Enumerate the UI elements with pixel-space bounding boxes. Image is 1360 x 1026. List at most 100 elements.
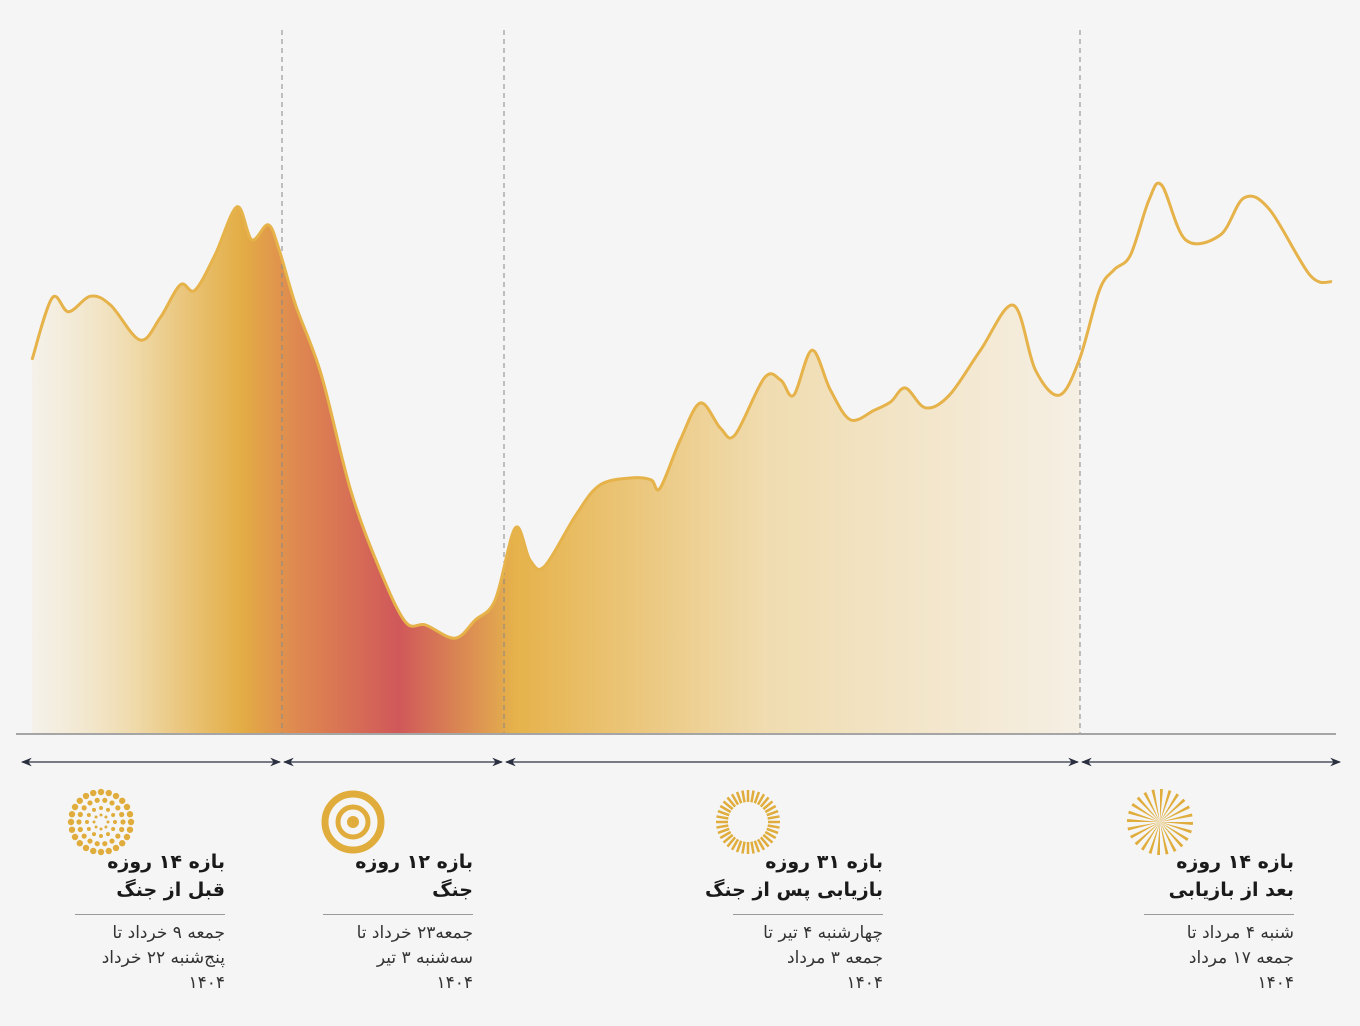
icon-dot xyxy=(119,811,125,818)
period-date: ۱۴۰۴ xyxy=(188,973,225,993)
icon-ray xyxy=(1160,822,1189,842)
line xyxy=(30,181,1333,640)
icon-dot xyxy=(115,805,121,811)
icon-dot xyxy=(71,833,79,841)
icon-ray xyxy=(1151,789,1160,822)
icon-dot xyxy=(99,813,103,817)
icon-ray xyxy=(766,827,779,835)
period-rule xyxy=(323,914,473,915)
icon-dot xyxy=(105,847,112,855)
icon-ray xyxy=(726,796,737,808)
icon-ray xyxy=(719,830,732,840)
icon-dot xyxy=(106,820,110,824)
icon-dot xyxy=(97,848,105,856)
icon-dot xyxy=(126,811,134,818)
icon-dot xyxy=(90,847,97,855)
icons xyxy=(67,788,1193,856)
icon-dot xyxy=(76,797,83,804)
icon-ray xyxy=(722,800,734,811)
period-date: سه‌شنبه ۳ تیر xyxy=(376,948,473,968)
icon-dot xyxy=(68,826,76,833)
icon-ray xyxy=(730,793,740,806)
period-date: شنبه ۴ مرداد تا xyxy=(1186,923,1294,943)
period-title: بازه ۱۴ روزه xyxy=(107,851,225,873)
icon-dot xyxy=(127,818,135,826)
icon-ray xyxy=(1130,822,1160,839)
period-date: جمعه۲۳ خرداد تا xyxy=(356,923,473,943)
icon-ray xyxy=(756,793,766,806)
icon-dot xyxy=(106,832,110,837)
icon-ray xyxy=(1134,822,1160,846)
icon-dot xyxy=(77,811,83,818)
period-date: جمعه ۹ خرداد تا xyxy=(112,923,225,943)
icon-ray xyxy=(762,833,774,844)
icon-ray xyxy=(735,840,743,853)
icon-dot xyxy=(90,789,97,797)
icon-ray xyxy=(717,827,730,835)
icon-dot xyxy=(87,800,93,806)
icon-dot xyxy=(105,789,112,797)
icon-ray xyxy=(1127,819,1160,822)
icon-dot xyxy=(76,819,82,825)
icon-dot xyxy=(86,813,91,817)
icon-dot xyxy=(71,803,79,811)
icon-ring xyxy=(335,804,371,840)
icon-dot xyxy=(76,840,83,847)
icon-dot xyxy=(126,826,134,833)
icon-dot xyxy=(86,827,91,831)
period-rule xyxy=(75,914,225,915)
icon-ray xyxy=(716,815,729,820)
icon-dot xyxy=(115,833,121,839)
icon-ray xyxy=(1128,810,1160,822)
period-label: بازه ۱۴ روزه قبل از جنگ جمعه ۹ خرداد تا پنج… xyxy=(0,848,225,996)
icon-dot xyxy=(112,792,120,800)
icon-dot xyxy=(94,825,98,829)
icon-dot xyxy=(92,832,96,837)
icon-dot xyxy=(102,797,108,803)
icon-dot xyxy=(99,827,103,831)
icon-ray xyxy=(1160,798,1186,822)
period-rule xyxy=(1144,914,1294,915)
icon-ray xyxy=(1160,813,1193,822)
icon-ray xyxy=(1160,822,1184,848)
icon-ray xyxy=(1127,822,1160,831)
icon-dot xyxy=(120,819,126,825)
icon-ray xyxy=(722,833,734,844)
icon-dot xyxy=(92,820,96,824)
icon-ray xyxy=(1160,822,1193,825)
period-date: جمعه ۳ مرداد xyxy=(787,948,883,968)
icon-ray xyxy=(1143,792,1160,822)
period-rule xyxy=(733,914,883,915)
icon-ray xyxy=(1160,793,1180,822)
icon-dot xyxy=(123,833,131,841)
icon-ray xyxy=(716,824,729,829)
icon-dot xyxy=(104,815,108,819)
icon-ray xyxy=(1136,796,1160,822)
icon-ray xyxy=(1160,822,1169,855)
icon-dot xyxy=(81,805,87,811)
period-subtitle: بازیابی پس از جنگ xyxy=(704,879,883,901)
icon-dot xyxy=(119,797,126,804)
period-date: چهارشنبه ۴ تیر تا xyxy=(763,923,883,943)
icon-dot xyxy=(99,806,103,810)
icon-ray xyxy=(1131,802,1160,822)
icon-dot xyxy=(109,800,115,806)
icon-ray xyxy=(730,838,740,851)
icon-dot xyxy=(111,813,116,817)
icon-ray xyxy=(759,836,770,848)
icon-dot xyxy=(111,827,116,831)
period-title: بازه ۱۲ روزه xyxy=(355,851,473,873)
icon-ray xyxy=(726,836,737,848)
icon-dot xyxy=(102,841,108,847)
icon-dot xyxy=(94,841,100,847)
icon-dot xyxy=(106,807,110,812)
icon-ray xyxy=(767,815,780,820)
icon-ray xyxy=(1148,822,1160,854)
icon-dot xyxy=(82,844,90,852)
icon-ray xyxy=(719,804,732,814)
dividers xyxy=(281,30,1081,733)
period-date: ۱۴۰۴ xyxy=(436,973,473,993)
icon-dot xyxy=(119,826,125,833)
icon-dot xyxy=(82,792,90,800)
